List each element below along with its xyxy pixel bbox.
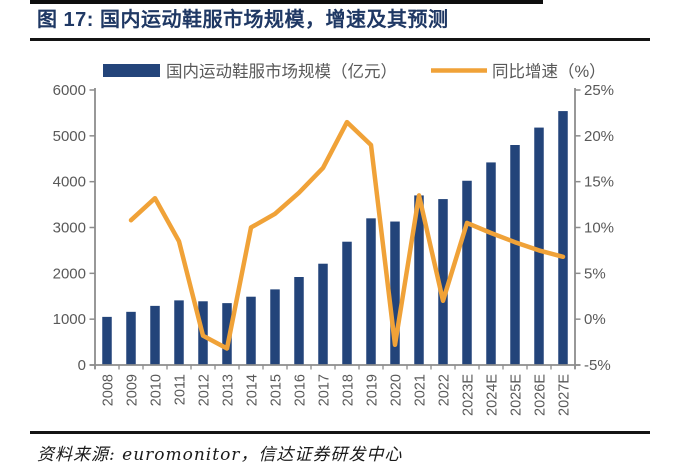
- x-axis-label-2021: 2021: [413, 374, 429, 406]
- x-axis-label-2022: 2022: [437, 374, 453, 406]
- right-axis-label-20%: 20%: [584, 128, 614, 145]
- bar-2015: [270, 289, 280, 365]
- x-axis-label-2026E: 2026E: [533, 374, 549, 416]
- bar-2009: [126, 311, 136, 365]
- legend-line-label: 同比增速（%）: [492, 62, 606, 81]
- bar-2008: [102, 316, 112, 365]
- bar-2024E: [486, 162, 496, 365]
- top-border: [30, 0, 543, 4]
- bar-2023E: [462, 180, 472, 365]
- bar-2014: [246, 296, 256, 365]
- x-axis-label-2020: 2020: [389, 374, 405, 406]
- bar-2027E: [558, 111, 568, 365]
- x-axis-label-2015: 2015: [269, 374, 285, 406]
- bar-2018: [342, 241, 352, 365]
- footer-divider: [30, 431, 650, 434]
- market-size-growth-chart: 国内运动鞋服市场规模（亿元） 同比增速（%） 0 1000 2000 3000 4000 50…: [0, 48, 700, 433]
- figure-title: 图 17: 国内运动鞋服市场规模，增速及其预测: [37, 9, 449, 31]
- bar-2011: [174, 300, 184, 365]
- right-axis-label-25%: 25%: [584, 82, 614, 99]
- x-axis-label-2008: 2008: [101, 374, 117, 406]
- right-axis-label-15%: 15%: [584, 174, 614, 191]
- bar-2017: [318, 263, 328, 365]
- bar-2020: [390, 221, 400, 365]
- right-axis-label--5%: -5%: [584, 357, 611, 374]
- bar-2026E: [534, 127, 544, 365]
- growth-line: [128, 119, 566, 351]
- left-axis-label-3000: 3000: [53, 220, 86, 237]
- x-axis-label-2017: 2017: [317, 374, 333, 406]
- left-axis-label-5000: 5000: [53, 128, 86, 145]
- left-axis-label-0: 0: [78, 357, 86, 374]
- left-axis-label-6000: 6000: [53, 82, 86, 99]
- x-axis-label-2019: 2019: [365, 374, 381, 406]
- source-note: 资料来源: euromonitor，信达证券研发中心: [37, 445, 403, 465]
- x-axis-label-2016: 2016: [293, 374, 309, 406]
- right-axis-label-10%: 10%: [584, 220, 614, 237]
- chart-canvas: 国内运动鞋服市场规模（亿元） 同比增速（%） 0 1000 2000 3000 4000 50…: [53, 62, 614, 416]
- left-axis-label-2000: 2000: [53, 265, 86, 282]
- x-axis-label-2025E: 2025E: [509, 374, 525, 416]
- x-axis-label-2013: 2013: [221, 374, 237, 406]
- x-axis-label-2027E: 2027E: [557, 374, 573, 416]
- bar-2010: [150, 305, 160, 365]
- bar-2013: [222, 303, 232, 365]
- x-axis-label-2009: 2009: [125, 374, 141, 406]
- bar-2019: [366, 218, 376, 365]
- legend-bar-swatch: [103, 64, 160, 77]
- x-axis-label-2018: 2018: [341, 374, 357, 406]
- bar-2022: [438, 199, 448, 365]
- x-axis-label-2011: 2011: [173, 374, 189, 405]
- right-axis-label-0%: 0%: [584, 311, 606, 328]
- bar-2021: [414, 195, 424, 365]
- legend-bar-label: 国内运动鞋服市场规模（亿元）: [166, 62, 397, 81]
- bar-2016: [294, 277, 304, 365]
- left-axis-label-1000: 1000: [53, 311, 86, 328]
- title-divider: [30, 38, 650, 41]
- bar-2025E: [510, 145, 520, 365]
- right-axis-label-5%: 5%: [584, 265, 606, 282]
- x-axis-label-2010: 2010: [149, 374, 165, 406]
- x-axis-label-2014: 2014: [245, 374, 261, 406]
- x-axis-label-2024E: 2024E: [485, 374, 501, 416]
- x-axis-label-2023E: 2023E: [461, 374, 477, 416]
- left-axis-label-4000: 4000: [53, 174, 86, 191]
- x-axis-label-2012: 2012: [197, 374, 213, 406]
